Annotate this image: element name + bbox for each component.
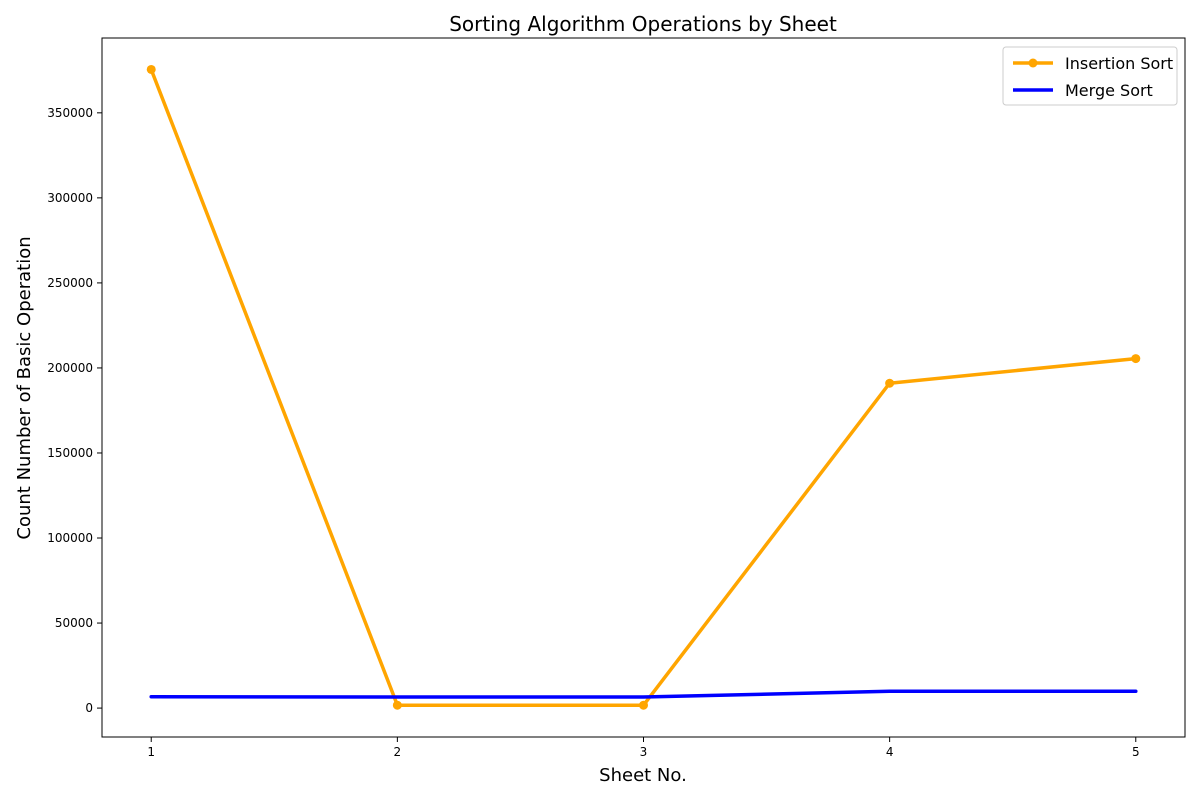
y-tick-label: 150000 xyxy=(47,446,93,460)
x-tick-label: 4 xyxy=(886,745,894,759)
insertion-sort-data-point xyxy=(885,378,895,388)
x-tick-label: 1 xyxy=(147,745,155,759)
x-axis-title: Sheet No. xyxy=(599,765,687,786)
series-layer xyxy=(146,64,1141,710)
merge-sort-series-line xyxy=(149,689,1138,699)
insertion-sort-data-point xyxy=(1131,354,1141,364)
plot-area-frame xyxy=(101,37,1186,738)
y-tick-label: 250000 xyxy=(47,276,93,290)
y-tick-label: 300000 xyxy=(47,191,93,205)
y-tick-label: 200000 xyxy=(47,361,93,375)
insertion-sort-data-point xyxy=(392,700,402,710)
x-tick-label: 2 xyxy=(394,745,402,759)
insertion-sort-data-point xyxy=(146,64,156,74)
y-axis-title: Count Number of Basic Operation xyxy=(14,236,35,539)
insertion-sort-legend-marker xyxy=(1028,58,1038,68)
x-tick-label: 5 xyxy=(1132,745,1140,759)
insertion-sort-series-line xyxy=(149,67,1138,707)
y-axis-ticks: 0 50000 100000 150000 200000 250000 300000 3500… xyxy=(47,106,102,715)
y-tick-label: 100000 xyxy=(47,531,93,545)
merge-sort-legend-label: Merge Sort xyxy=(1065,81,1153,100)
legend: Insertion Sort Merge Sort xyxy=(1002,46,1178,106)
y-tick-label: 0 xyxy=(85,701,93,715)
insertion-sort-legend-label: Insertion Sort xyxy=(1065,54,1173,73)
x-tick-label: 3 xyxy=(640,745,648,759)
insertion-sort-data-point xyxy=(639,700,648,710)
y-tick-label: 50000 xyxy=(55,616,93,630)
chart-title: Sorting Algorithm Operations by Sheet xyxy=(449,12,837,36)
y-tick-label: 350000 xyxy=(47,106,93,120)
x-axis-ticks: 1 2 3 4 5 xyxy=(147,737,1140,759)
